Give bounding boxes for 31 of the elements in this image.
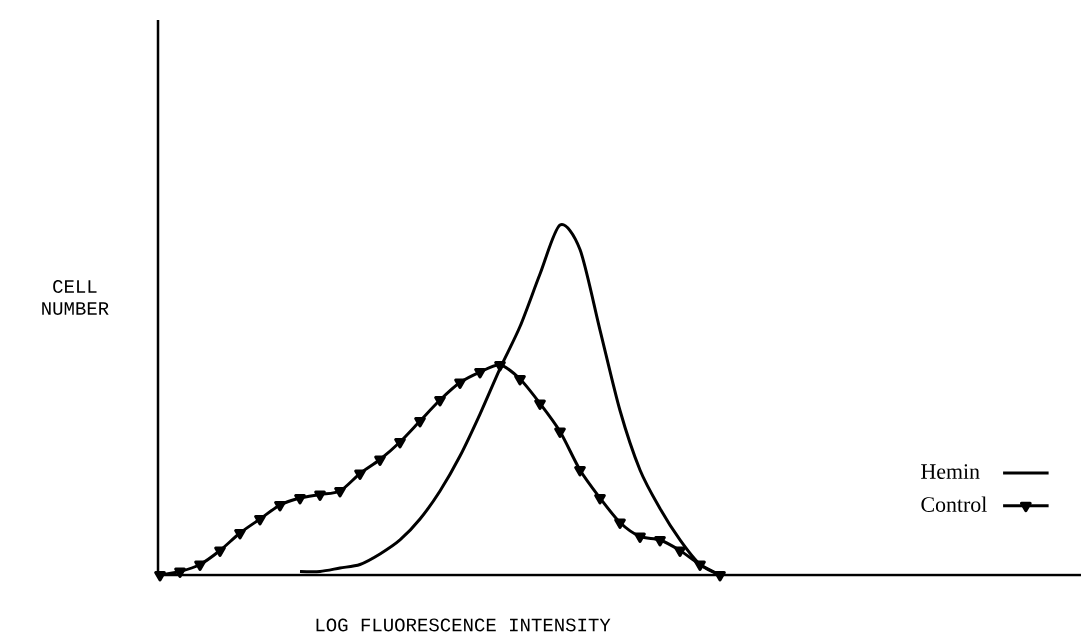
point: [214, 546, 226, 557]
point: [274, 501, 286, 512]
point: [594, 494, 606, 505]
x-axis-title: LOG FLUORESCENCE INTENSITY: [316, 618, 611, 632]
point: [614, 518, 626, 529]
point: [174, 567, 186, 578]
point: [234, 528, 246, 540]
point: [294, 494, 306, 505]
point: [254, 514, 266, 526]
y-axis-title: CELL NUMBER: [42, 280, 109, 315]
point: [414, 417, 426, 428]
point: [394, 438, 406, 449]
point: [314, 490, 326, 501]
point: [154, 570, 166, 582]
point: [434, 396, 446, 407]
point: [554, 427, 566, 439]
point: [634, 532, 646, 543]
point: [374, 455, 386, 467]
point: [574, 466, 586, 477]
point: [494, 361, 506, 372]
legend-label: Control: [921, 496, 987, 512]
point: [454, 378, 466, 390]
legend-label: Hemin: [921, 464, 980, 479]
point: [194, 560, 206, 571]
point: [674, 546, 686, 557]
point: [474, 368, 486, 379]
point: [534, 399, 546, 411]
point: [354, 469, 366, 481]
point: [334, 487, 346, 498]
point: [514, 375, 526, 386]
point: [654, 535, 666, 547]
